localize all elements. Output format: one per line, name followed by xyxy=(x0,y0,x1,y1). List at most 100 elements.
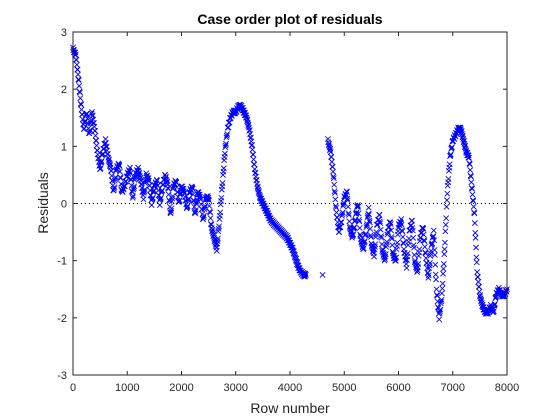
data-point xyxy=(255,189,262,196)
data-point xyxy=(93,137,100,144)
data-point xyxy=(160,181,167,188)
data-point xyxy=(365,211,372,218)
data-point xyxy=(371,253,378,260)
data-point xyxy=(441,246,448,253)
data-point xyxy=(474,269,481,276)
x-tick-label: 6000 xyxy=(386,382,410,394)
data-point xyxy=(333,204,340,211)
data-point xyxy=(339,212,345,219)
data-point xyxy=(193,198,200,205)
data-point xyxy=(87,127,93,133)
data-point xyxy=(197,196,204,203)
x-tick-label: 4000 xyxy=(278,382,302,394)
data-point xyxy=(432,271,439,278)
data-point xyxy=(201,204,208,211)
data-point xyxy=(431,237,438,244)
x-tick-label: 8000 xyxy=(495,382,519,394)
data-point xyxy=(112,176,119,182)
data-point xyxy=(425,272,432,279)
data-point xyxy=(355,210,362,217)
data-point xyxy=(471,220,478,227)
data-point xyxy=(345,212,352,218)
data-point xyxy=(191,203,198,210)
data-point xyxy=(465,152,472,159)
data-point xyxy=(351,224,358,231)
data-point xyxy=(192,208,199,215)
data-point xyxy=(224,131,231,137)
data-point xyxy=(77,89,83,96)
data-point xyxy=(319,272,326,278)
data-point xyxy=(492,300,498,307)
data-point xyxy=(332,202,339,209)
data-point xyxy=(377,226,384,233)
data-point xyxy=(168,205,175,212)
data-point xyxy=(145,177,152,184)
data-point xyxy=(338,219,345,226)
data-point xyxy=(173,184,180,191)
data-point xyxy=(376,218,383,225)
data-point xyxy=(163,180,170,186)
data-point xyxy=(345,210,352,217)
data-point xyxy=(346,218,353,225)
data-point xyxy=(122,183,128,190)
data-point xyxy=(468,173,474,180)
data-point xyxy=(146,182,153,189)
data-point xyxy=(490,306,496,313)
data-point xyxy=(72,51,79,58)
data-point xyxy=(436,316,443,323)
data-point xyxy=(432,252,438,258)
data-point xyxy=(149,194,156,201)
data-point xyxy=(326,147,333,154)
data-point xyxy=(192,207,199,213)
data-point xyxy=(400,240,407,247)
data-point xyxy=(151,187,157,194)
data-point xyxy=(422,250,429,257)
x-tick-label: 2000 xyxy=(169,382,193,394)
data-point xyxy=(131,183,138,190)
data-point xyxy=(127,170,134,177)
data-point xyxy=(473,259,480,266)
data-point xyxy=(388,235,395,242)
data-point xyxy=(86,130,93,137)
data-point xyxy=(111,184,118,191)
data-point xyxy=(76,82,83,89)
data-point xyxy=(93,142,100,149)
data-point xyxy=(196,191,203,198)
y-tick-label: 0 xyxy=(61,199,67,211)
chart-title: Case order plot of residuals xyxy=(197,11,382,27)
data-point xyxy=(141,186,148,193)
data-point xyxy=(447,151,454,158)
data-point xyxy=(78,106,85,113)
data-point xyxy=(437,308,443,315)
data-point xyxy=(465,154,472,161)
data-point xyxy=(411,244,417,251)
data-point xyxy=(466,154,472,161)
data-point xyxy=(77,95,84,102)
data-point xyxy=(332,196,339,203)
data-point xyxy=(459,134,466,141)
data-point xyxy=(366,211,372,218)
data-point xyxy=(339,209,346,216)
data-point xyxy=(443,215,450,222)
data-point xyxy=(403,265,410,271)
data-point xyxy=(223,134,230,141)
data-point xyxy=(112,174,119,181)
y-tick-label: -2 xyxy=(57,313,67,325)
data-point xyxy=(97,165,104,172)
data-point xyxy=(330,173,337,180)
data-point xyxy=(365,204,372,211)
data-point xyxy=(140,196,147,203)
data-point xyxy=(333,209,340,216)
data-point xyxy=(363,230,369,237)
x-tick-label: 7000 xyxy=(441,382,465,394)
data-point xyxy=(106,162,113,169)
data-point xyxy=(330,175,337,182)
data-point xyxy=(410,234,417,241)
data-point xyxy=(141,188,148,195)
data-point xyxy=(432,261,439,268)
data-point xyxy=(350,231,357,238)
data-point xyxy=(357,231,364,238)
data-point xyxy=(439,280,446,287)
data-point xyxy=(202,202,209,209)
data-point xyxy=(118,180,124,187)
